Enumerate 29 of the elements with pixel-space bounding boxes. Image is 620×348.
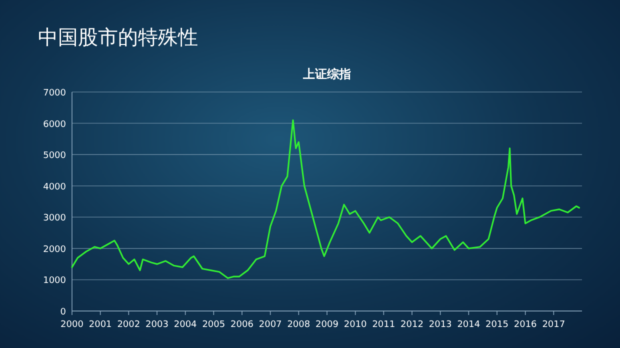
x-tick-label: 2008 [287, 320, 310, 330]
x-tick-label: 2001 [88, 320, 112, 330]
x-tick-label: 2017 [542, 320, 566, 330]
x-tick-label: 2000 [60, 320, 84, 330]
x-tick-label: 2015 [486, 320, 508, 330]
x-tick-label: 2012 [400, 320, 424, 330]
y-tick-label: 4000 [43, 182, 66, 192]
y-tick-label: 6000 [43, 120, 66, 130]
x-tick-label: 2014 [457, 320, 480, 330]
x-tick-label: 2004 [174, 320, 198, 330]
line-series [71, 119, 580, 279]
x-tick-label: 2016 [514, 320, 538, 330]
x-tick-label: 2003 [146, 320, 168, 330]
y-tick-label: 1000 [43, 276, 66, 286]
x-tick-label: 2009 [316, 320, 339, 330]
y-tick-label: 3000 [43, 214, 66, 224]
y-tick-label: 2000 [43, 244, 66, 255]
x-tick-label: 2007 [258, 320, 282, 330]
x-tick-label: 2013 [428, 320, 452, 330]
x-tick-label: 2002 [117, 320, 140, 330]
chart-title: 中国股市的特殊性 [38, 25, 198, 49]
y-tick-label: 5000 [43, 151, 66, 162]
chart-subtitle: 上证综指 [302, 67, 351, 81]
x-tick-label: 2005 [202, 320, 226, 330]
x-tick-label: 2010 [344, 320, 368, 330]
x-tick-label: 2011 [372, 320, 396, 330]
x-tick-label: 2006 [230, 320, 254, 330]
y-tick-label: 7000 [43, 88, 66, 98]
y-tick-label: 0 [60, 308, 66, 318]
